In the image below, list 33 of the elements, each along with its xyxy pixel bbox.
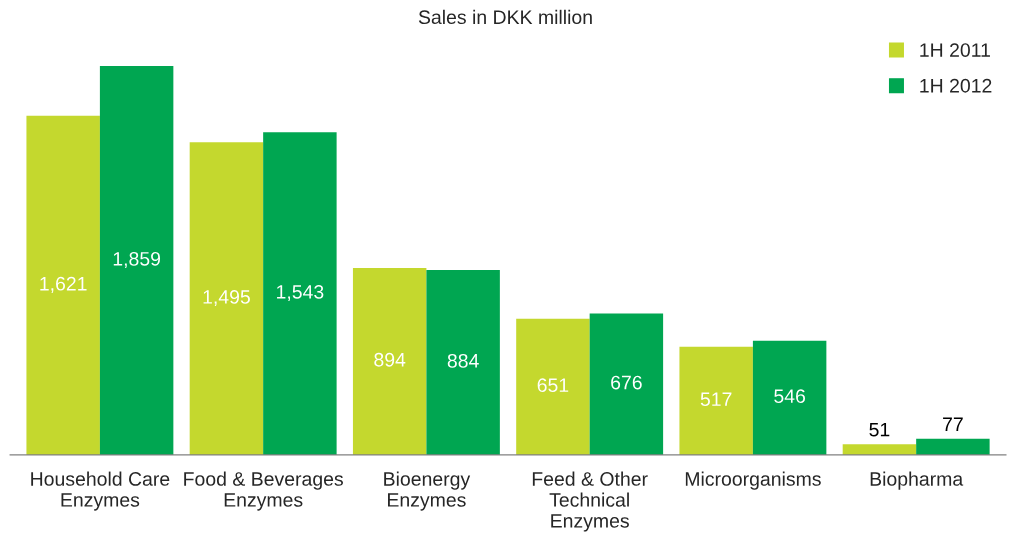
data-label: 1,621 <box>40 276 87 293</box>
data-label: 517 <box>700 392 732 407</box>
data-label: 1,495 <box>203 290 250 307</box>
bar <box>916 438 990 455</box>
x-tick-label: Household Care Enzymes <box>31 471 170 511</box>
bar <box>426 270 500 455</box>
legend-label: 1H 2012 <box>920 78 992 93</box>
legend-label: 1H 2011 <box>920 43 990 57</box>
x-tick-label: Feed & Other Technical Enzymes <box>532 471 648 532</box>
data-label: 546 <box>774 389 805 404</box>
bar <box>752 340 827 455</box>
bar <box>263 132 337 455</box>
data-label: 77 <box>943 417 963 431</box>
bar <box>679 346 753 455</box>
bar <box>99 66 174 455</box>
data-label: 1,859 <box>113 251 161 268</box>
x-tick-label: Biopharma <box>870 471 964 490</box>
bar <box>842 444 917 455</box>
data-label: 51 <box>869 422 890 437</box>
bar <box>516 318 590 455</box>
bar <box>189 142 264 455</box>
data-label: 894 <box>374 352 406 367</box>
x-tick-label: Food & Beverages Enzymes <box>184 471 343 511</box>
bar <box>26 115 100 455</box>
data-label: 884 <box>447 353 479 368</box>
bar <box>589 313 664 455</box>
bar <box>352 267 427 455</box>
data-label: 1,543 <box>277 284 324 302</box>
x-tick-label: Bioenergy Enzymes <box>384 471 471 511</box>
x-tick-label: Microorganisms <box>685 471 821 490</box>
chart-title: Sales in DKK million <box>418 9 592 25</box>
data-label: 651 <box>537 378 569 393</box>
data-label: 676 <box>611 375 642 390</box>
